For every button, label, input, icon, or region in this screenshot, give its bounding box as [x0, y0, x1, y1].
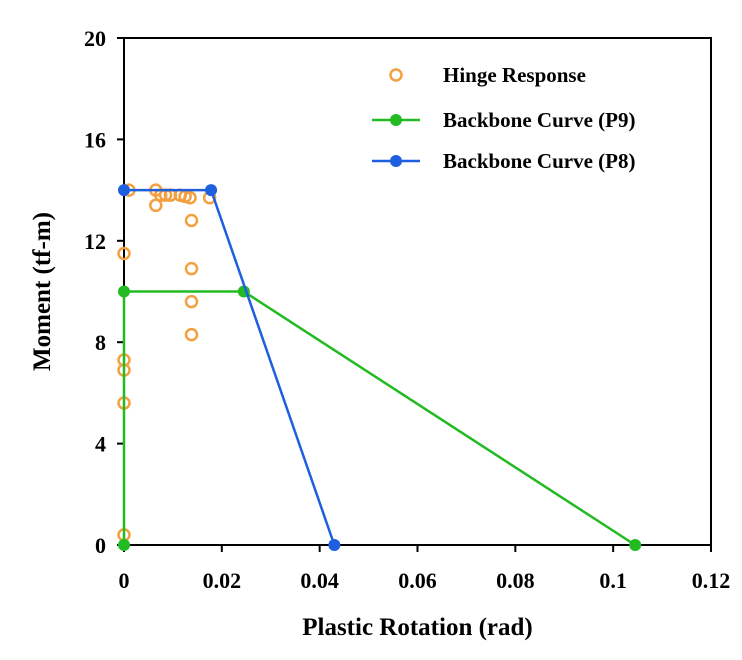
data-point — [118, 184, 130, 197]
data-point — [183, 190, 197, 205]
legend-marker — [390, 114, 402, 126]
series-layer — [117, 183, 642, 551]
x-axis: 0 0.02 0.04 0.06 0.08 0.1 0.12 — [119, 545, 731, 593]
data-point — [184, 261, 199, 276]
legend-marker — [390, 155, 402, 167]
series-0 — [117, 183, 217, 542]
x-tick-label: 0.08 — [496, 568, 535, 593]
series-2 — [118, 184, 341, 551]
legend: Hinge Response Backbone Curve (P9) Backbon… — [372, 63, 636, 173]
legend-label: Backbone Curve (P9) — [443, 108, 636, 132]
y-tick-label: 20 — [84, 26, 106, 51]
data-point — [184, 294, 199, 309]
y-tick-label: 8 — [95, 330, 106, 355]
legend-label: Backbone Curve (P8) — [443, 149, 636, 173]
x-tick-label: 0.12 — [692, 568, 731, 593]
y-axis-title: Moment (tf-m) — [29, 212, 56, 371]
x-tick-label: 0.04 — [300, 568, 339, 593]
legend-item: Backbone Curve (P9) — [372, 108, 636, 132]
legend-marker — [389, 68, 403, 82]
series-1 — [118, 285, 642, 551]
data-point — [118, 539, 130, 551]
x-axis-title: Plastic Rotation (rad) — [302, 614, 533, 641]
y-tick-label: 0 — [95, 533, 106, 558]
data-point — [184, 327, 199, 342]
x-tick-label: 0.1 — [599, 568, 627, 593]
data-point — [118, 285, 130, 298]
series-line — [122, 290, 636, 547]
x-tick-label: 0.02 — [203, 568, 242, 593]
legend-label: Hinge Response — [443, 63, 586, 87]
y-tick-label: 4 — [95, 432, 106, 457]
data-point — [205, 184, 218, 197]
y-axis: 0 4 8 12 16 20 — [84, 26, 124, 558]
x-tick-label: 0.06 — [398, 568, 437, 593]
y-tick-label: 16 — [84, 127, 106, 152]
y-tick-label: 12 — [84, 229, 106, 254]
data-point — [629, 539, 642, 551]
data-point — [117, 246, 131, 261]
legend-item: Backbone Curve (P8) — [372, 149, 636, 173]
x-tick-label: 0 — [119, 568, 130, 593]
legend-item: Hinge Response — [389, 63, 586, 87]
data-point — [184, 213, 199, 228]
data-point — [328, 539, 341, 551]
series-line — [124, 188, 336, 546]
